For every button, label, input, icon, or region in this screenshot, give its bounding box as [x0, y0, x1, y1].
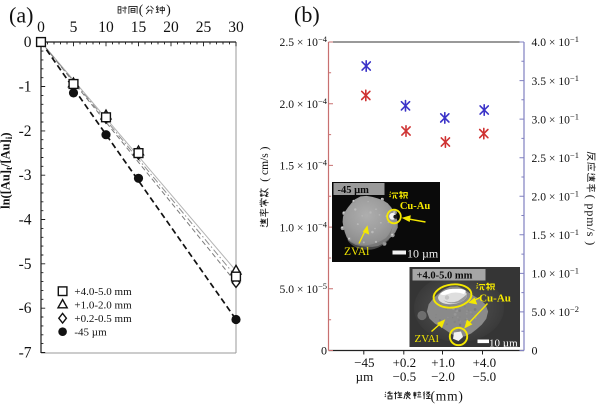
- svg-text:-6: -6: [19, 300, 32, 317]
- svg-text:2.0 × 10−1: 2.0 × 10−1: [532, 188, 579, 203]
- svg-text:-4: -4: [19, 212, 32, 229]
- svg-text:0: 0: [37, 19, 45, 36]
- svg-text:-3: -3: [19, 167, 32, 184]
- svg-text:0: 0: [321, 344, 327, 358]
- svg-text:5: 5: [70, 19, 78, 36]
- svg-text:-45 µm: -45 µm: [338, 185, 370, 196]
- svg-text:( ppm/s ): ( ppm/s ): [584, 195, 598, 246]
- svg-text:4.0 × 10−1: 4.0 × 10−1: [532, 34, 579, 49]
- svg-text:−0.5: −0.5: [393, 369, 417, 384]
- svg-text:3.0 × 10−1: 3.0 × 10−1: [532, 111, 579, 126]
- svg-text:2.5 × 10−4: 2.5 × 10−4: [280, 34, 328, 49]
- svg-text:Cu-Au: Cu-Au: [479, 293, 511, 305]
- svg-text:ZVAl: ZVAl: [415, 333, 439, 345]
- svg-text:5.0 × 10−5: 5.0 × 10−5: [280, 281, 327, 296]
- svg-text:10 µm: 10 µm: [407, 247, 439, 261]
- svg-text:10: 10: [98, 19, 114, 36]
- svg-text:20: 20: [163, 19, 179, 36]
- svg-text:25: 25: [196, 19, 212, 36]
- svg-text:-2: -2: [19, 123, 32, 140]
- svg-text:0: 0: [532, 344, 538, 358]
- svg-text:+4.0-5.0 mm: +4.0-5.0 mm: [417, 271, 473, 282]
- svg-text:30: 30: [228, 19, 244, 36]
- svg-text:-45 µm: -45 µm: [74, 327, 107, 339]
- svg-text:1.5 × 10−1: 1.5 × 10−1: [532, 227, 579, 242]
- svg-text:1.0 × 10−1: 1.0 × 10−1: [532, 266, 579, 281]
- svg-text:ZVAl: ZVAl: [344, 246, 369, 258]
- svg-text:+1.0-2.0 mm: +1.0-2.0 mm: [74, 300, 132, 312]
- svg-text:1.5 × 10−4: 1.5 × 10−4: [280, 158, 328, 173]
- svg-text:5.0 × 10−2: 5.0 × 10−2: [532, 304, 579, 319]
- svg-text:): ): [166, 2, 171, 17]
- svg-text:15: 15: [131, 19, 147, 36]
- svg-text:−5.0: −5.0: [473, 369, 497, 384]
- svg-text:+4.0: +4.0: [473, 355, 497, 370]
- svg-text:µm: µm: [356, 369, 374, 384]
- svg-text:3.5 × 10−1: 3.5 × 10−1: [532, 73, 579, 88]
- svg-text:-5: -5: [19, 256, 32, 273]
- svg-text:(a): (a): [9, 3, 33, 28]
- svg-text:(: (: [139, 2, 144, 17]
- svg-text:-7: -7: [19, 345, 32, 362]
- svg-text:+4.0-5.0 mm: +4.0-5.0 mm: [74, 286, 132, 298]
- svg-text:+0.2: +0.2: [393, 355, 417, 370]
- svg-text:10 µm: 10 µm: [489, 338, 518, 350]
- svg-text:1.0 × 10−4: 1.0 × 10−4: [280, 219, 328, 234]
- svg-text:-1: -1: [19, 79, 32, 96]
- svg-text:ln([Au]t/[Au]i): ln([Au]t/[Au]i): [0, 133, 14, 209]
- svg-text:−2.0: −2.0: [431, 369, 455, 384]
- svg-text:Cu-Au: Cu-Au: [400, 201, 431, 212]
- svg-text:( cm/s ): ( cm/s ): [259, 146, 271, 181]
- svg-text:+1.0: +1.0: [431, 355, 455, 370]
- svg-text:2.0 × 10−4: 2.0 × 10−4: [280, 96, 328, 111]
- svg-text:2.5 × 10−1: 2.5 × 10−1: [532, 150, 579, 165]
- svg-text:(mm): (mm): [431, 389, 464, 404]
- svg-text:−45: −45: [354, 355, 374, 370]
- svg-text:0: 0: [24, 34, 32, 51]
- svg-text:(b): (b): [294, 2, 320, 27]
- svg-text:+0.2-0.5 mm: +0.2-0.5 mm: [74, 313, 132, 325]
